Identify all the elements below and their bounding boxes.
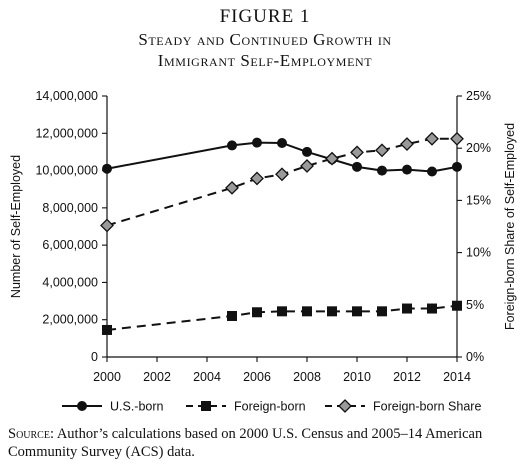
chart-series (100, 131, 464, 335)
data-point (352, 306, 362, 317)
figure-title-line-2: Immigrant Self-Employment (157, 51, 373, 70)
data-point (102, 163, 112, 174)
legend-label: Foreign-born (234, 400, 306, 414)
y2-axis-label: Foreign-born Share of Self-Employed (503, 123, 517, 330)
y-tick-label: 0 (91, 350, 98, 364)
y-tick-label: 8,000,000 (42, 201, 98, 215)
series-foreign-born (102, 300, 462, 335)
data-point (450, 131, 464, 146)
figure-title-line-1: Steady and Continued Growth in (138, 30, 392, 49)
legend-marker (338, 399, 352, 413)
data-point (377, 306, 387, 317)
data-point (227, 310, 237, 321)
x-tick-label: 2014 (443, 370, 471, 384)
data-point (277, 306, 287, 317)
data-point (302, 146, 312, 157)
data-point (327, 306, 337, 317)
y2-tick-label: 0% (466, 350, 484, 364)
x-tick-label: 2008 (293, 370, 321, 384)
source-lead: Source (8, 426, 50, 442)
data-point (452, 161, 462, 172)
x-tick-label: 2002 (143, 370, 171, 384)
data-point (277, 137, 287, 148)
legend-label: Foreign-born Share (373, 400, 481, 414)
data-point (352, 161, 362, 172)
data-point (325, 151, 339, 166)
legend-item: Foreign-born Share (325, 399, 481, 414)
chart-legend: U.S.-born Foreign-born Foreign-born Share (62, 399, 481, 414)
y-tick-label: 2,000,000 (42, 313, 98, 327)
data-point (402, 303, 412, 314)
data-point (300, 159, 314, 173)
y2-tick-label: 5% (466, 298, 484, 312)
y2-tick-label: 10% (466, 246, 491, 260)
series-foreign-born-share (100, 131, 464, 233)
y-tick-label: 4,000,000 (42, 275, 98, 289)
chart-ticks: 2000 2002 2004 2006 2008 2010 2012 2014 0 2,000,0… (35, 89, 491, 384)
legend-item: U.S.-born (62, 400, 164, 414)
data-point (252, 307, 262, 318)
x-tick-label: 2004 (193, 370, 221, 384)
y-tick-label: 14,000,000 (35, 89, 98, 103)
data-point (100, 218, 114, 233)
data-point (402, 164, 412, 175)
data-point (375, 143, 389, 158)
data-point (227, 140, 237, 151)
data-point (425, 131, 439, 146)
data-point (252, 137, 262, 148)
y2-tick-label: 25% (466, 89, 491, 103)
data-point (250, 171, 264, 186)
figure-label: FIGURE 1 (219, 6, 311, 27)
y-axis-label: Number of Self-Employed (9, 155, 23, 298)
source-text: : Author’s calculations based on 2000 U.… (8, 426, 483, 460)
chart-axes (106, 96, 458, 358)
y-tick-label: 10,000,000 (35, 164, 98, 178)
data-point (350, 145, 364, 160)
x-tick-label: 2012 (393, 370, 421, 384)
data-point (452, 300, 462, 311)
y2-tick-label: 20% (466, 141, 491, 155)
legend-item: Foreign-born (186, 400, 306, 414)
data-point (427, 166, 437, 177)
y2-tick-label: 15% (466, 193, 491, 207)
source-note: Source: Author’s calculations based on 2… (8, 425, 523, 461)
data-point (225, 180, 239, 195)
legend-label: U.S.-born (110, 400, 164, 414)
x-tick-label: 2006 (243, 370, 271, 384)
x-tick-label: 2000 (93, 370, 121, 384)
y-tick-label: 12,000,000 (35, 126, 98, 140)
y-tick-label: 6,000,000 (42, 238, 98, 252)
data-point (302, 306, 312, 317)
series-line (106, 137, 457, 227)
legend-marker (201, 401, 211, 411)
data-point (275, 167, 289, 182)
x-tick-label: 2010 (343, 370, 371, 384)
data-point (102, 324, 112, 335)
data-point (377, 165, 387, 176)
data-point (427, 303, 437, 314)
legend-marker (77, 401, 87, 411)
data-point (400, 137, 414, 151)
